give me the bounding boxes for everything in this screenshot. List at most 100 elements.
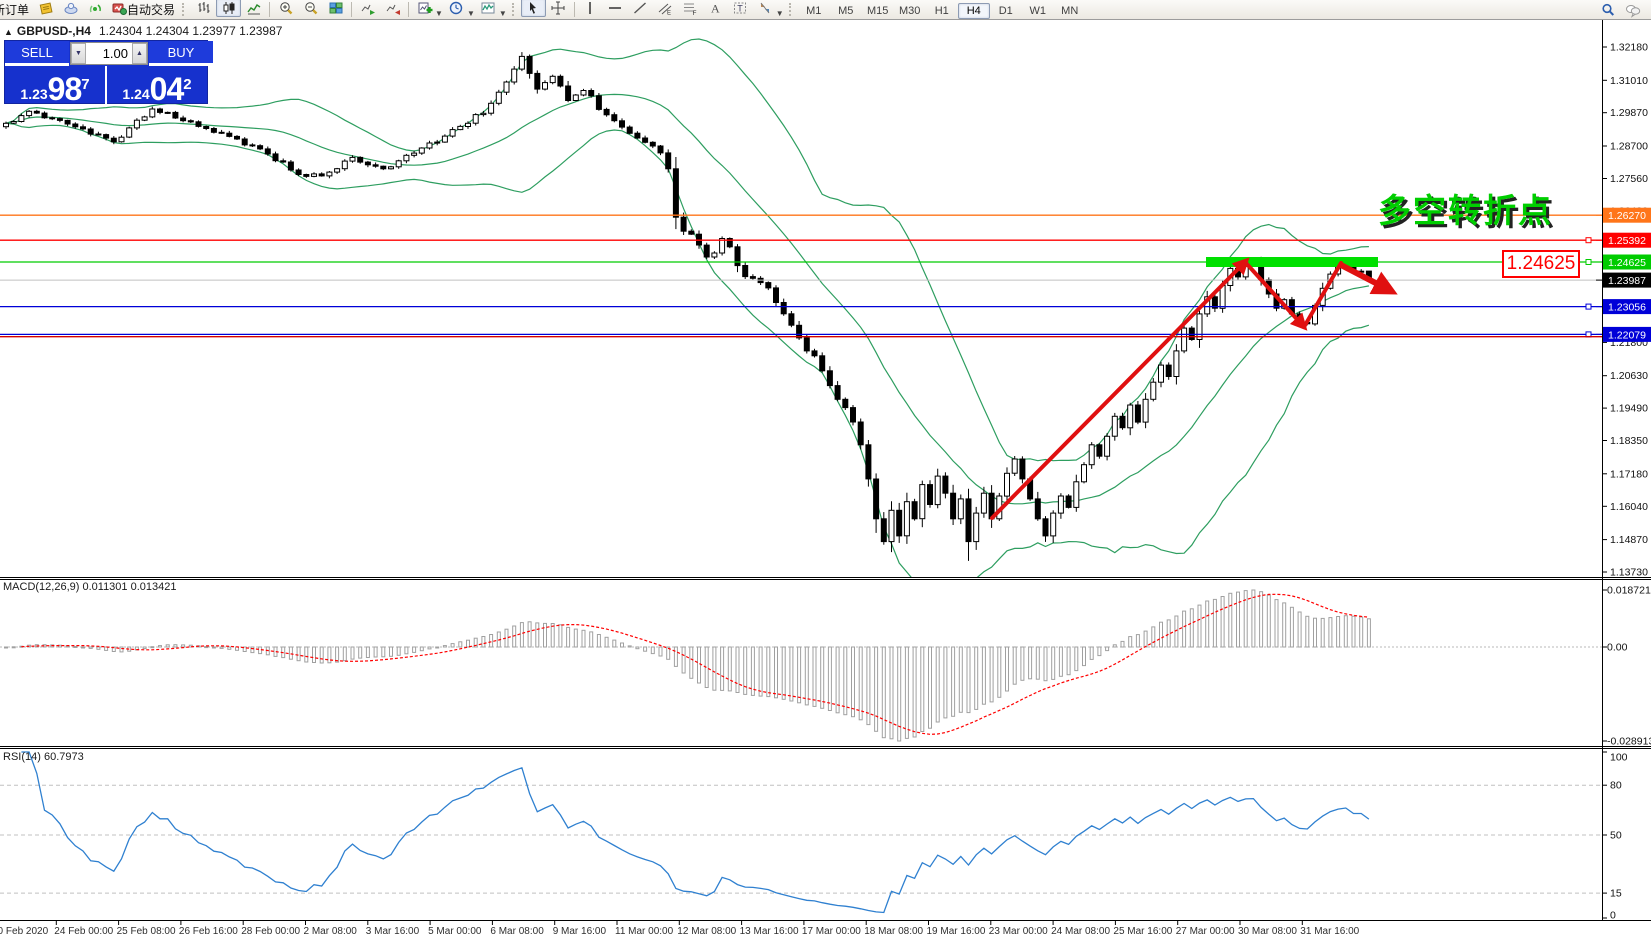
cloud-user-icon[interactable]: [58, 0, 83, 17]
volume-increase-icon[interactable]: ▲: [132, 43, 147, 64]
timeframe-mn-button[interactable]: MN: [1061, 4, 1079, 17]
toolbar-group-drawing: E F A T ▼: [578, 0, 785, 21]
timeframe-m30-button[interactable]: M30: [899, 4, 921, 17]
shapes-dropdown-icon[interactable]: ▼: [775, 8, 784, 18]
price-tag-label[interactable]: 1.24625: [1502, 250, 1580, 278]
bar-chart-icon[interactable]: [191, 0, 216, 17]
zoom-out-icon[interactable]: [298, 0, 323, 17]
collapse-panel-icon[interactable]: ▲: [4, 27, 13, 37]
autotrading-button[interactable]: 自动交易: [108, 0, 178, 19]
svg-text:0: 0: [1610, 910, 1616, 922]
signal-status-icon[interactable]: [83, 0, 108, 17]
chart-annotation-text[interactable]: 多空转折点: [1378, 192, 1553, 229]
price-badge: 1.22079: [1603, 326, 1651, 342]
sell-button[interactable]: SELL: [5, 41, 69, 66]
time-axis-label: 9 Mar 16:00: [552, 926, 607, 937]
timeframe-h4-button[interactable]: H4: [957, 2, 990, 19]
svg-text:1.25392: 1.25392: [1608, 235, 1646, 247]
text-label-icon[interactable]: T: [728, 0, 753, 17]
rsi-axis: 100 80 50 15 0: [1602, 751, 1628, 922]
tile-windows-icon[interactable]: [323, 0, 348, 17]
timeframe-d1-button[interactable]: D1: [998, 4, 1013, 17]
svg-text:1.16040: 1.16040: [1610, 501, 1648, 513]
timeframe-m1-button[interactable]: M1: [806, 4, 822, 17]
macd-axis: 0.018721 0.00 -0.028913: [1602, 585, 1651, 748]
new-chart-dropdown-icon[interactable]: ▼: [435, 8, 443, 18]
svg-text:A: A: [711, 1, 720, 15]
toolbar-drag-handle[interactable]: [788, 3, 795, 16]
time-axis-label: 31 Mar 16:00: [1300, 926, 1360, 937]
trendline-icon[interactable]: [628, 0, 653, 17]
period-selector-dropdown-icon[interactable]: ▼: [466, 8, 475, 18]
candlestick-icon[interactable]: [216, 0, 242, 18]
time-axis-label: 6 Mar 08:00: [490, 926, 544, 937]
svg-text:1.19490: 1.19490: [1610, 403, 1648, 415]
vertical-line-icon[interactable]: [578, 0, 603, 17]
svg-text:1.18350: 1.18350: [1610, 435, 1648, 447]
buy-button[interactable]: BUY: [149, 41, 213, 66]
trend-arrows[interactable]: [990, 257, 1398, 520]
calendar-icon[interactable]: [33, 0, 58, 17]
timeframe-m5-button[interactable]: M5: [838, 4, 854, 17]
equidistant-channel-icon[interactable]: E: [653, 0, 678, 17]
line-handle-icon[interactable]: [1585, 303, 1592, 310]
scroll-to-end-icon[interactable]: [355, 0, 380, 17]
green-highlight-zone[interactable]: [1206, 257, 1378, 267]
cursor-icon[interactable]: [520, 0, 546, 18]
autotrading-label: 自动交易: [127, 3, 176, 17]
crosshair-icon[interactable]: [546, 0, 571, 17]
indicators-icon[interactable]: [476, 0, 501, 17]
line-handle-icon[interactable]: [1585, 259, 1592, 265]
svg-text:T: T: [737, 3, 743, 13]
svg-text:F: F: [693, 10, 697, 16]
main-chart-panel[interactable]: [0, 38, 1602, 586]
time-axis-label: 30 Mar 08:00: [1238, 926, 1297, 937]
search-icon[interactable]: [1595, 0, 1620, 19]
sell-price[interactable]: 1.23 98 7: [5, 66, 107, 107]
time-axis-label: 19 Mar 16:00: [926, 926, 986, 937]
shapes-icon[interactable]: [753, 0, 778, 17]
time-axis-label: 12 Mar 08:00: [677, 926, 737, 937]
macd-indicator-label: MACD(12,26,9) 0.011301 0.013421: [3, 581, 177, 593]
auto-scroll-icon[interactable]: [380, 0, 405, 17]
price-badge: 1.23056: [1603, 299, 1651, 315]
new-chart-icon[interactable]: [412, 0, 437, 17]
sell-price-point: 7: [81, 76, 90, 93]
svg-text:1.23987: 1.23987: [1608, 275, 1646, 287]
svg-text:80: 80: [1610, 780, 1622, 792]
svg-text:1.26270: 1.26270: [1608, 210, 1646, 222]
toolbar-group-left: [33, 0, 108, 21]
text-icon[interactable]: A: [703, 0, 728, 17]
volume-decrease-icon[interactable]: ▼: [71, 43, 86, 64]
line-handle-icon[interactable]: [1585, 237, 1592, 244]
volume-input[interactable]: [86, 43, 132, 64]
toolbar-group-chart-type: [191, 0, 266, 21]
toolbar-drag-handle[interactable]: [511, 3, 518, 16]
toolbar-separator: [351, 2, 353, 17]
svg-text:-0.028913: -0.028913: [1607, 736, 1651, 748]
new-order-button[interactable]: 新订单: [0, 1, 33, 18]
chat-icon[interactable]: [1620, 0, 1645, 19]
indicators-dropdown-icon[interactable]: ▼: [498, 8, 507, 18]
toolbar-drag-handle[interactable]: [182, 3, 188, 16]
timeframe-toolbar: M1 M5 M15 M30 H1 H4 D1 W1 MN: [798, 1, 1086, 19]
horizontal-line-icon[interactable]: [603, 0, 628, 17]
svg-text:1.23056: 1.23056: [1608, 302, 1646, 314]
macd-panel[interactable]: [0, 589, 1602, 742]
time-axis-label: 24 Mar 08:00: [1051, 926, 1111, 937]
svg-text:1.29870: 1.29870: [1610, 107, 1648, 119]
rsi-panel[interactable]: [0, 751, 1602, 914]
fibonacci-icon[interactable]: F: [678, 0, 703, 17]
line-chart-icon[interactable]: [241, 0, 266, 17]
timeframe-w1-button[interactable]: W1: [1029, 4, 1046, 17]
buy-price[interactable]: 1.24 04 2: [107, 66, 207, 107]
svg-text:1.13730: 1.13730: [1610, 567, 1648, 579]
timeframe-h1-button[interactable]: H1: [934, 4, 949, 17]
period-selector-icon[interactable]: [444, 0, 469, 17]
zoom-in-icon[interactable]: [273, 0, 298, 17]
timeframe-m15-button[interactable]: M15: [867, 4, 889, 17]
svg-text:15: 15: [1610, 888, 1622, 900]
